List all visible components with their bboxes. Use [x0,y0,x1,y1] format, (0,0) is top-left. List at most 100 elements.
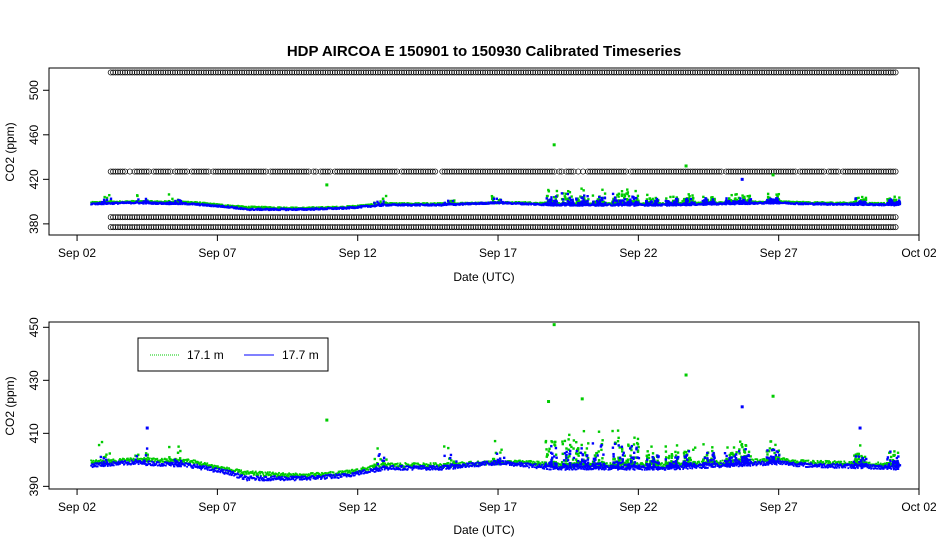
reference-point [663,69,670,76]
reference-point [570,224,577,231]
data-point [113,202,116,205]
data-point [408,202,411,205]
reference-point [277,214,284,221]
reference-point [227,214,233,221]
reference-point [305,224,312,231]
reference-point [811,214,818,221]
reference-point [790,168,796,175]
reference-point [809,224,816,231]
reference-point [143,214,150,221]
reference-point [546,168,553,175]
data-point [359,205,362,207]
reference-point [408,214,415,221]
reference-point [742,168,749,175]
data-point [249,207,252,209]
data-point [634,189,637,193]
data-point [386,202,389,205]
reference-point [832,224,839,231]
reference-point [823,69,830,76]
reference-point [334,69,341,76]
reference-point [759,224,765,231]
reference-point [165,214,171,221]
data-point [342,206,345,209]
reference-point [265,224,272,231]
reference-point [685,69,691,76]
reference-point [744,224,751,231]
reference-point [281,224,288,231]
data-point [413,203,416,206]
reference-point [365,214,372,221]
data-point [348,205,351,207]
reference-point [618,224,625,231]
data-point [718,201,721,204]
reference-point [289,224,295,231]
reference-point [599,224,606,231]
reference-point [398,214,405,221]
data-point [682,199,686,202]
reference-point [327,69,334,76]
reference-point [551,214,558,221]
data-point [152,203,155,205]
reference-point [849,168,856,175]
reference-point [174,224,181,231]
reference-point [475,168,482,175]
reference-point [787,168,794,175]
reference-point [236,69,243,76]
data-point [699,201,702,204]
reference-point [832,214,839,221]
reference-point [410,69,417,76]
reference-point [744,69,751,76]
reference-point [651,69,658,76]
reference-point [692,168,699,175]
data-point [427,204,429,207]
reference-point [312,168,319,175]
reference-point [785,224,792,231]
data-point [259,206,262,209]
data-point [298,208,301,211]
data-point [800,202,803,204]
reference-point [828,168,835,175]
data-point [540,201,543,204]
reference-point [477,168,484,175]
reference-point [577,69,584,76]
data-point [273,209,275,211]
reference-point [665,69,672,76]
data-point [868,204,871,206]
reference-point [582,214,589,221]
reference-point [704,69,711,76]
reference-point [320,214,326,221]
reference-point [842,69,849,76]
reference-point [744,168,751,175]
data-point [816,203,818,206]
reference-point [866,224,873,231]
reference-point [875,69,882,76]
data-point [842,201,845,204]
reference-point [868,168,875,175]
reference-point [410,168,417,175]
reference-point [880,168,887,175]
data-point [682,197,686,201]
reference-point [129,69,136,76]
reference-point [405,69,412,76]
reference-point [775,214,782,221]
reference-point [813,69,820,76]
data-point [303,207,306,210]
data-point [441,203,444,205]
reference-point [713,69,720,76]
reference-point [499,168,505,175]
reference-point [654,168,660,175]
reference-point [663,168,670,175]
reference-point [723,214,730,221]
data-point [309,209,312,211]
reference-point [432,224,439,231]
reference-point [694,69,701,76]
reference-point [844,224,851,231]
data-point [648,197,651,200]
data-point [524,203,527,206]
reference-point [782,168,789,175]
reference-point [556,168,563,175]
data-point [90,203,92,206]
reference-point [391,224,398,231]
reference-point [613,69,620,76]
reference-point [379,168,386,175]
